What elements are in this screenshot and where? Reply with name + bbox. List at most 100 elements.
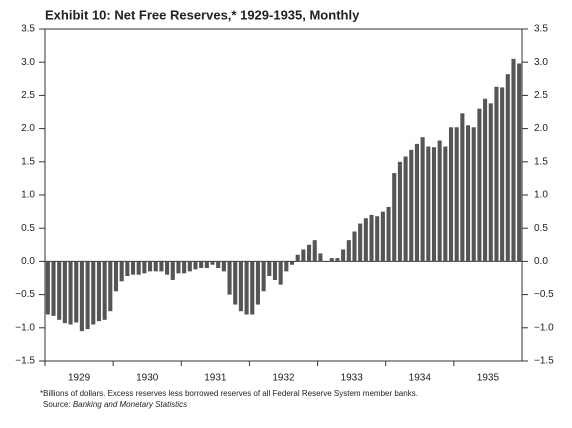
y-tick-label: −1.5: [15, 356, 35, 367]
bar: [102, 261, 107, 320]
y2-tick-label: 1.0: [534, 190, 548, 201]
bar: [500, 87, 505, 262]
bar: [414, 143, 419, 262]
bar: [165, 261, 170, 275]
bar: [494, 86, 499, 262]
x-tick-label: 1929: [68, 373, 91, 384]
bar: [420, 137, 425, 262]
source-line: Source: Banking and Monetary Statistics: [43, 400, 187, 409]
y2-tick-label: 3.0: [534, 57, 548, 68]
x-tick-label: 1934: [409, 373, 432, 384]
bar: [386, 206, 391, 262]
bar: [51, 261, 56, 316]
x-tick-label: 1930: [136, 373, 159, 384]
bar: [74, 261, 79, 323]
bar: [380, 211, 385, 262]
bar: [62, 261, 67, 324]
bar: [250, 261, 255, 315]
bar: [289, 261, 295, 265]
x-tick-label: 1932: [272, 373, 295, 384]
bar: [483, 98, 488, 262]
bar: [312, 240, 317, 262]
bar: [159, 261, 164, 272]
bar: [488, 103, 493, 262]
bar: [113, 261, 119, 292]
bar: [57, 261, 62, 320]
bar: [352, 231, 357, 262]
bar: [204, 261, 209, 269]
bar: [153, 261, 158, 272]
y-tick-label: −0.5: [15, 289, 35, 300]
bar: [130, 261, 136, 275]
bar: [409, 149, 414, 262]
bar: [142, 261, 147, 274]
bar: [261, 261, 266, 292]
bar: [375, 216, 380, 262]
bar: [426, 146, 431, 262]
y-tick-label: 3.0: [21, 57, 35, 68]
bar: [505, 74, 510, 262]
bar: [125, 261, 130, 277]
y2-tick-label: 0.5: [534, 223, 548, 234]
y2-tick-label: 1.5: [534, 156, 548, 167]
bar: [221, 261, 226, 272]
bar: [392, 173, 397, 262]
bar: [466, 125, 471, 262]
bar: [454, 127, 459, 262]
bar: [267, 261, 272, 277]
bar: [358, 223, 363, 262]
bar: [431, 147, 437, 262]
bar: [79, 261, 84, 332]
bar: [448, 127, 454, 262]
y2-tick-label: −1.0: [534, 322, 554, 333]
y-tick-label: 0.0: [21, 256, 35, 267]
bar: [369, 214, 374, 262]
bar: [227, 261, 232, 295]
bar: [85, 261, 90, 330]
chart-title: Exhibit 10: Net Free Reserves,* 1929-193…: [45, 7, 360, 22]
y-tick-label: −1.0: [15, 322, 35, 333]
bar: [119, 261, 124, 282]
bar: [284, 261, 289, 272]
bar: [45, 261, 50, 315]
bar: [397, 161, 402, 262]
bar: [335, 258, 340, 262]
y2-tick-label: 0.0: [534, 256, 548, 267]
bar: [295, 254, 300, 262]
y2-tick-label: 2.5: [534, 90, 548, 101]
bar: [216, 261, 221, 269]
y-tick-label: 0.5: [21, 223, 35, 234]
bar: [244, 261, 249, 315]
bar: [182, 261, 187, 274]
x-tick-label: 1931: [204, 373, 227, 384]
bar: [511, 58, 516, 262]
y-tick-label: 3.5: [21, 24, 35, 35]
bar: [301, 249, 306, 262]
bar: [318, 253, 323, 262]
bar: [108, 261, 113, 312]
bar: [477, 108, 482, 262]
bar: [363, 218, 368, 262]
bar: [170, 261, 175, 280]
y-tick-label: 1.5: [21, 156, 35, 167]
bar: [278, 261, 283, 285]
bar: [471, 127, 476, 262]
bar: [346, 240, 351, 262]
bar: [307, 244, 312, 262]
y-tick-label: 2.0: [21, 123, 35, 134]
footnote: *Billions of dollars. Excess reserves le…: [40, 389, 418, 398]
bar: [176, 261, 181, 274]
bar: [272, 261, 278, 280]
bar: [68, 261, 73, 325]
bar: [91, 261, 96, 325]
bar: [193, 261, 198, 270]
bar: [210, 261, 215, 265]
source-label: Source:: [43, 400, 71, 409]
y2-tick-label: 2.0: [534, 123, 548, 134]
bar: [341, 249, 346, 262]
y2-tick-label: −0.5: [534, 289, 554, 300]
y2-tick-label: 3.5: [534, 24, 548, 35]
bar: [403, 156, 408, 262]
bar: [96, 261, 101, 322]
